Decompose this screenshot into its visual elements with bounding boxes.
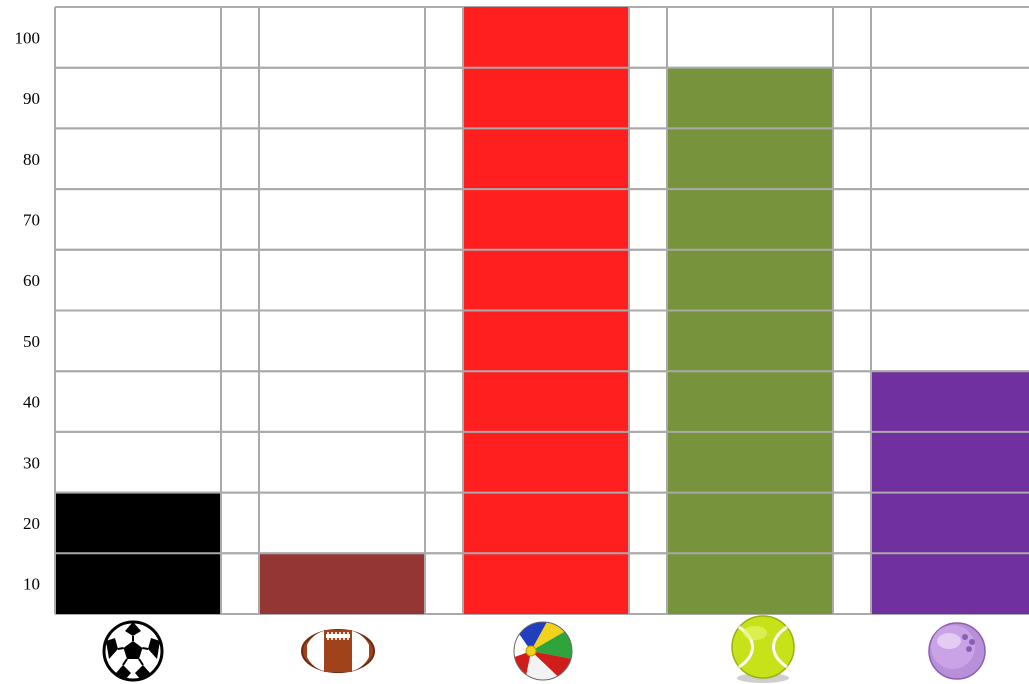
y-tick-label: 20 <box>23 514 40 533</box>
y-tick-label: 80 <box>23 150 40 169</box>
y-tick-label: 100 <box>15 28 41 47</box>
y-tick-label: 30 <box>23 453 40 472</box>
y-tick-label: 90 <box>23 89 40 108</box>
bar-tennis-ball <box>668 67 833 614</box>
vertical-gridlines <box>54 7 872 614</box>
bar-american-football <box>260 553 425 614</box>
soccer-ball-icon <box>102 620 164 682</box>
y-tick-label: 50 <box>23 332 40 351</box>
y-tick-label: 70 <box>23 210 40 229</box>
bowling-ball-icon <box>928 622 986 680</box>
y-tick-label: 10 <box>23 575 40 594</box>
category-icons <box>102 615 986 683</box>
y-tick-label: 60 <box>23 271 40 290</box>
beach-ball-icon <box>513 621 573 681</box>
tennis-ball-icon <box>731 615 795 683</box>
y-axis-tick-labels: 10 20 30 40 50 60 70 80 90 100 <box>15 28 41 593</box>
american-football-icon <box>301 629 375 673</box>
y-tick-label: 40 <box>23 393 40 412</box>
bars <box>55 7 1029 614</box>
